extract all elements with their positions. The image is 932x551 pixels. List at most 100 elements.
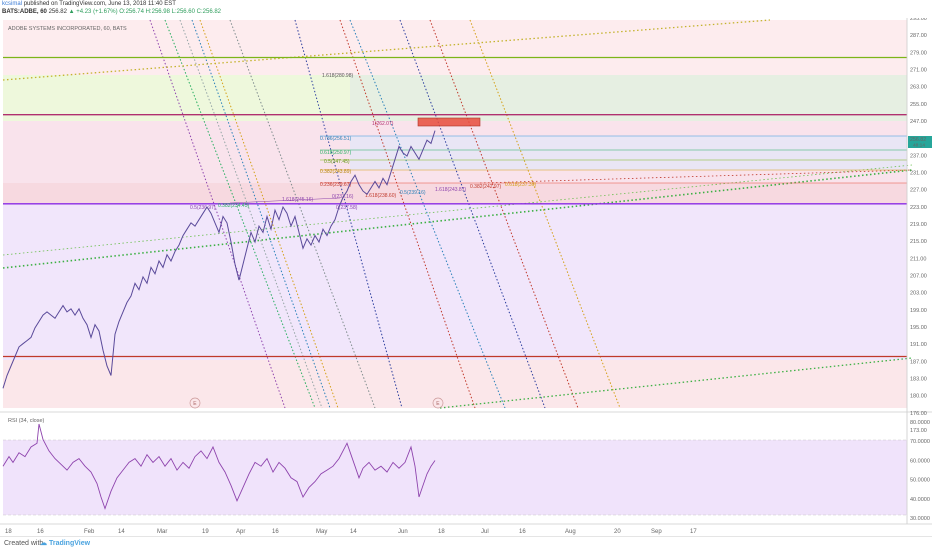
y-tick-label: 187.00 [910, 359, 927, 365]
fan-line [229, 19, 376, 409]
x-tick-label: 18 [5, 529, 12, 535]
fan-line [469, 19, 621, 409]
fib-label: 0.236(239.67) [320, 182, 351, 188]
y-tick-label: 176.00 [910, 411, 927, 417]
trend-line-mid [2, 169, 913, 269]
ticker: BATS:ADBE, 60 [2, 9, 47, 15]
y-tick-label: 271.00 [910, 68, 927, 74]
x-tick-label: 20 [614, 529, 621, 535]
author-link[interactable]: kcsimal [2, 1, 23, 7]
zone-green-left [3, 75, 350, 121]
price-tag-time: 48:14 [913, 143, 925, 149]
event-marker[interactable]: E [189, 397, 201, 409]
price-axis[interactable]: 295.00 287.00 279.00 271.00 263.00 255.00 247.… [910, 18, 927, 434]
y-tick-label: 237.00 [910, 153, 927, 159]
y-tick-label: 279.00 [910, 50, 927, 56]
y-tick-label: 183.00 [910, 377, 927, 383]
published-text: published on TradingView.com, June 13, 2… [23, 1, 176, 7]
y-tick-label: 219.00 [910, 222, 927, 228]
rsi-line [2, 423, 436, 510]
x-tick-label: 14 [118, 529, 125, 535]
fib-label: 1.618(243.87) [435, 187, 466, 193]
trend-lines [2, 19, 913, 409]
trend-line-red [479, 169, 913, 184]
fib-fan-lines [149, 19, 621, 409]
x-tick-label: Feb [84, 529, 95, 535]
fan-line [294, 19, 403, 409]
x-tick-label: May [316, 529, 327, 535]
ticker-line: BATS:ADBE, 60 256.82 ▲ +4.23 (+1.67%) O:… [2, 8, 702, 16]
time-axis[interactable]: 18 16 Feb 14 Mar 19 Apr 16 May 14 Jun 18 Jul 16 Aug 20 S… [5, 529, 697, 535]
zone-blue-mid [350, 136, 907, 170]
y-tick-label: 191.00 [910, 342, 927, 348]
rsi-series [2, 423, 436, 510]
trend-line-lower [2, 164, 913, 256]
y-tick-label: 180.00 [910, 394, 927, 400]
rsi-tick-label: 30.0000 [910, 516, 930, 522]
price-tag: 256.82 48:14 [908, 136, 932, 149]
x-tick-label: Mar [157, 529, 167, 535]
fib-label: 1.618(280.98) [322, 73, 353, 79]
trend-line-bottom [439, 357, 913, 409]
fib-label: 0(237.58) [336, 205, 358, 211]
y-tick-label: 211.00 [910, 256, 926, 262]
fib-label: 1.618(245.16) [282, 197, 313, 203]
y-tick-label: 295.00 [910, 18, 927, 22]
event-marker[interactable]: E [432, 397, 444, 409]
fib-line [229, 197, 341, 204]
price-chart[interactable]: 1.618(280.98) 1(262.07) 0.786(256.51) 0.… [0, 18, 932, 536]
y-tick-label: 195.00 [910, 325, 927, 331]
rsi-axis[interactable]: 80.0000 70.0000 60.0000 50.0000 40.0000 30.00… [910, 420, 930, 522]
fib-label: 0.618(250.97) [320, 150, 351, 156]
y-tick-label: 203.00 [910, 291, 927, 297]
y-tick-label: 173.00 [910, 428, 927, 434]
x-tick-label: Sep [651, 529, 662, 535]
trend-line-top [2, 19, 771, 81]
x-tick-label: Jul [481, 529, 489, 535]
tradingview-logo[interactable]: ☁ TradingView [40, 537, 90, 551]
rsi-tick-label: 70.0000 [910, 439, 930, 445]
x-tick-label: 17 [690, 529, 697, 535]
fib-label: 1(262.07) [372, 121, 394, 127]
rsi-title: RSI (34, close) [8, 418, 45, 424]
fan-line [199, 19, 339, 409]
fib-label: 0.5(236.97) [190, 205, 216, 211]
price-change: ▲ +4.23 (+1.67%) [68, 9, 118, 15]
y-tick-label: 199.00 [910, 308, 927, 314]
fib-label: 0.382(243.89) [320, 169, 351, 175]
horizontal-levels [3, 56, 907, 358]
rsi-tick-label: 50.0000 [910, 478, 930, 484]
y-tick-label: 287.00 [910, 33, 927, 39]
x-tick-label: 16 [37, 529, 44, 535]
zone-backgrounds [3, 20, 907, 515]
created-with-text: Created with [4, 540, 44, 547]
zone-purple [3, 203, 907, 360]
chart-header: kcsimal published on TradingView.com, Ju… [2, 0, 702, 18]
zone-green-right [350, 75, 907, 121]
fib-label: 0.5(247.45) [324, 159, 350, 165]
fib-label: 1.618(238.60) [365, 193, 396, 199]
y-tick-label: 227.00 [910, 188, 927, 194]
publish-line: kcsimal published on TradingView.com, Ju… [2, 0, 702, 8]
target-zone-box[interactable] [417, 117, 481, 127]
x-tick-label: Jun [398, 529, 408, 535]
ohlc-values: O:256.74 H:256.98 L:256.60 C:256.82 [119, 9, 221, 15]
fib-label: 0.786(256.51) [320, 136, 351, 142]
x-tick-label: Aug [565, 529, 576, 535]
fan-line [399, 19, 546, 409]
fib-label: 0.382(242.97) [470, 184, 501, 190]
fib-level-lines [229, 135, 907, 204]
x-tick-label: 14 [350, 529, 357, 535]
rsi-band [3, 440, 907, 515]
x-tick-label: 19 [202, 529, 209, 535]
price-series [2, 130, 436, 389]
event-marker-label: E [193, 401, 197, 407]
rsi-tick-label: 80.0000 [910, 420, 930, 426]
event-marker-label: E [436, 401, 440, 407]
y-tick-label: 207.00 [910, 274, 927, 280]
chart-title: ADOBE SYSTEMS INCORPORATED, 60, BATS [8, 26, 127, 32]
brand-name: TradingView [48, 540, 91, 547]
rsi-tick-label: 60.0000 [910, 458, 930, 464]
zone-bottom-pink [3, 360, 907, 408]
x-tick-label: Apr [236, 529, 245, 535]
